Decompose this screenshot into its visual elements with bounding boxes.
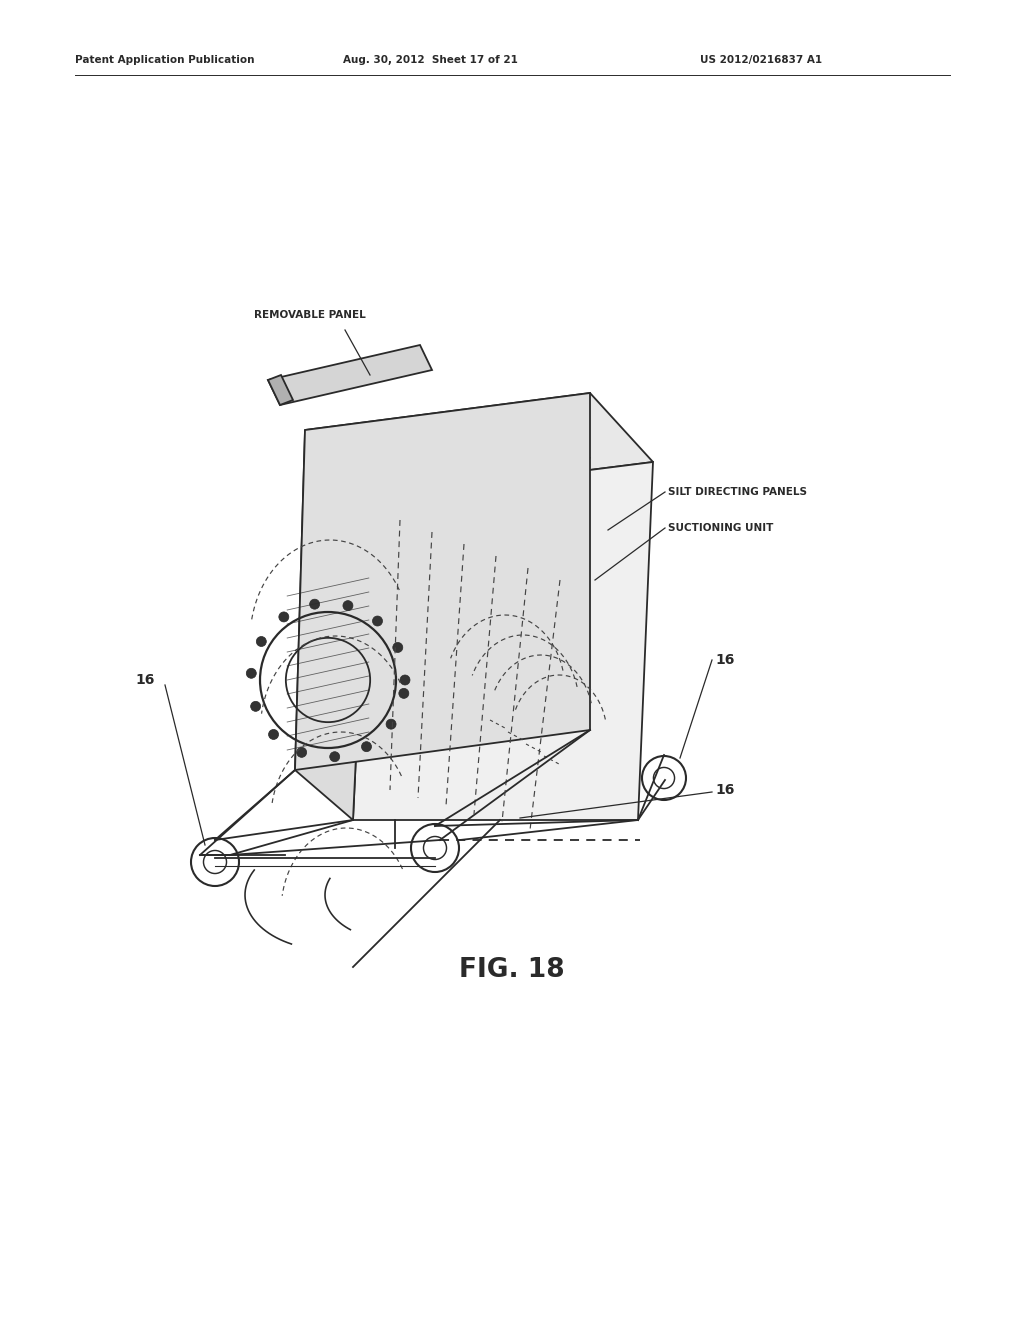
Text: FIG. 18: FIG. 18	[459, 957, 565, 983]
Circle shape	[251, 701, 261, 711]
Circle shape	[309, 599, 319, 609]
Polygon shape	[295, 393, 590, 770]
Circle shape	[393, 643, 402, 652]
Text: 16: 16	[715, 653, 734, 667]
Text: SUCTIONING UNIT: SUCTIONING UNIT	[668, 523, 773, 533]
Circle shape	[373, 616, 383, 626]
Circle shape	[297, 747, 306, 758]
Text: US 2012/0216837 A1: US 2012/0216837 A1	[700, 55, 822, 65]
Polygon shape	[353, 462, 653, 820]
Circle shape	[400, 675, 410, 685]
Text: 16: 16	[135, 673, 155, 686]
Polygon shape	[305, 393, 653, 498]
Circle shape	[268, 730, 279, 739]
Polygon shape	[355, 408, 590, 492]
Text: Patent Application Publication: Patent Application Publication	[75, 55, 255, 65]
Circle shape	[330, 751, 340, 762]
Polygon shape	[268, 375, 293, 405]
Circle shape	[247, 668, 256, 678]
Circle shape	[343, 601, 353, 611]
Text: 16: 16	[715, 783, 734, 797]
Circle shape	[256, 636, 266, 647]
Polygon shape	[295, 430, 368, 820]
Circle shape	[279, 612, 289, 622]
Text: Aug. 30, 2012  Sheet 17 of 21: Aug. 30, 2012 Sheet 17 of 21	[343, 55, 517, 65]
Text: SILT DIRECTING PANELS: SILT DIRECTING PANELS	[668, 487, 807, 498]
Circle shape	[361, 742, 372, 751]
Polygon shape	[268, 345, 432, 405]
Text: REMOVABLE PANEL: REMOVABLE PANEL	[254, 310, 366, 319]
Circle shape	[398, 688, 409, 698]
Circle shape	[386, 719, 396, 729]
